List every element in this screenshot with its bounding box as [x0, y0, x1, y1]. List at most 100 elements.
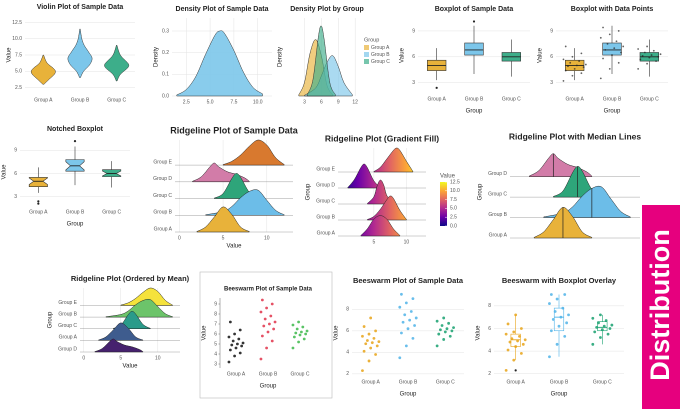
colorbar-label: 10.0 — [450, 188, 460, 194]
x-tick-label: Group A — [227, 371, 246, 377]
data-point — [443, 330, 447, 334]
data-point — [657, 55, 660, 58]
data-point — [439, 328, 442, 332]
data-point — [559, 315, 563, 319]
x-tick-label: Group A — [29, 209, 48, 215]
y-tick-label: Group D — [316, 182, 335, 188]
outlier — [73, 139, 77, 143]
x-tick-label: 6 — [320, 99, 323, 105]
data-point — [567, 313, 570, 317]
x-tick-label: 7.5 — [230, 99, 237, 105]
x-tick-label: 0 — [82, 355, 85, 361]
data-point — [372, 336, 376, 340]
ridge — [367, 195, 407, 221]
data-point — [374, 329, 377, 333]
y-tick-label: Group B — [58, 311, 77, 317]
ridge — [367, 179, 394, 205]
data-point — [260, 334, 264, 338]
x-tick-label: 12 — [352, 99, 358, 105]
y-tick-label: 8 — [346, 307, 349, 313]
data-point — [238, 351, 242, 355]
data-point — [238, 328, 242, 332]
data-point — [297, 340, 300, 344]
y-tick-label: 9 — [214, 301, 217, 307]
y-tick-label: 8 — [214, 311, 217, 317]
chart-title: Boxplot with Data Points — [571, 6, 654, 13]
data-point — [639, 58, 642, 61]
data-point — [562, 58, 565, 61]
data-point — [270, 302, 274, 306]
colorbar-label: 5.0 — [450, 206, 457, 212]
legend-swatch — [364, 45, 369, 50]
x-tick-label: Group A — [506, 379, 525, 385]
legend-swatch — [364, 59, 369, 64]
data-point — [369, 346, 373, 350]
data-point — [452, 326, 455, 330]
legend-label: Group C — [371, 59, 390, 65]
data-point — [374, 353, 377, 356]
chart: Boxplot of Sample Data 3 6 9 Group Value Group… — [400, 6, 530, 115]
y-tick-label: 0.3 — [162, 28, 169, 34]
data-point — [445, 327, 449, 331]
data-point — [557, 324, 561, 328]
y-tick-label: Group A — [317, 230, 336, 236]
x-tick-label: Group C — [436, 379, 455, 385]
data-point — [228, 348, 232, 352]
data-point — [637, 67, 640, 70]
data-point — [578, 60, 581, 63]
y-tick-label: 3 — [550, 80, 553, 86]
data-point — [301, 325, 305, 329]
data-point — [593, 330, 597, 334]
y-tick-label: Group E — [153, 159, 172, 165]
data-point — [569, 61, 572, 64]
x-tick-label: Group B — [550, 379, 569, 385]
density-area — [176, 30, 263, 97]
y-tick-label: 2.5 — [15, 85, 22, 91]
y-axis-label: Value — [538, 47, 544, 63]
y-axis-label: Value — [2, 164, 8, 180]
y-tick-label: Group C — [58, 323, 77, 329]
data-point — [514, 313, 518, 317]
data-point — [650, 54, 653, 56]
chart: Density Plot by Group 3 6 9 12 Density Group Gr… — [278, 6, 391, 105]
data-point — [370, 341, 374, 345]
y-tick-label: 5.0 — [15, 69, 22, 75]
ridge — [222, 139, 285, 166]
x-tick-label: Group A — [361, 379, 380, 385]
x-axis-label: Group — [466, 109, 483, 115]
data-point — [562, 80, 565, 82]
chart: Density Plot of Sample Data 0.0 0.1 0.2 0.3 2… — [154, 6, 272, 105]
data-point — [305, 329, 309, 333]
y-tick-label: 4 — [214, 351, 217, 357]
data-point — [292, 335, 296, 339]
data-point — [622, 45, 625, 48]
y-tick-label: 3 — [412, 80, 415, 86]
outlier — [472, 20, 476, 23]
chart-title: Ridgeline Plot (Gradient Fill) — [325, 133, 439, 143]
data-point — [413, 324, 416, 327]
data-point — [268, 322, 271, 326]
data-point — [262, 324, 266, 328]
legend-label: Group B — [371, 52, 390, 58]
data-point — [506, 322, 510, 326]
x-tick-label: Group C — [107, 97, 126, 103]
data-point — [440, 324, 444, 327]
data-point — [227, 335, 231, 339]
data-point — [377, 340, 381, 343]
y-tick-label: 6 — [412, 54, 415, 60]
colorbar-label: 0.0 — [450, 223, 457, 229]
data-point — [580, 72, 583, 75]
ridge — [98, 322, 144, 341]
y-tick-label: Group D — [58, 346, 77, 352]
banner: Distribution — [645, 229, 675, 380]
data-point — [608, 67, 611, 70]
chart-title: Beeswarm Plot of Sample Data — [224, 287, 313, 293]
data-point — [580, 52, 583, 55]
x-tick-label: Group B — [66, 209, 85, 215]
data-point — [563, 293, 567, 296]
data-point — [548, 355, 551, 359]
outlier — [37, 200, 40, 203]
x-tick-label: Group C — [593, 379, 612, 385]
data-point — [600, 328, 604, 332]
